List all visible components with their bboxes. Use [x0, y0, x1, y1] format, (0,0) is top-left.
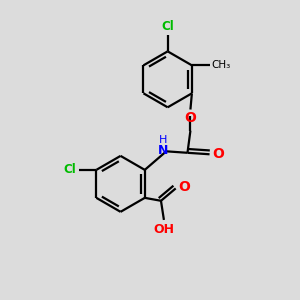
Text: N: N: [158, 144, 168, 157]
Text: O: O: [212, 147, 224, 161]
Text: Cl: Cl: [64, 164, 76, 176]
Text: OH: OH: [153, 223, 174, 236]
Text: H: H: [159, 135, 167, 145]
Text: O: O: [178, 180, 190, 194]
Text: O: O: [184, 111, 196, 125]
Text: CH₃: CH₃: [212, 60, 231, 70]
Text: Cl: Cl: [161, 20, 174, 33]
